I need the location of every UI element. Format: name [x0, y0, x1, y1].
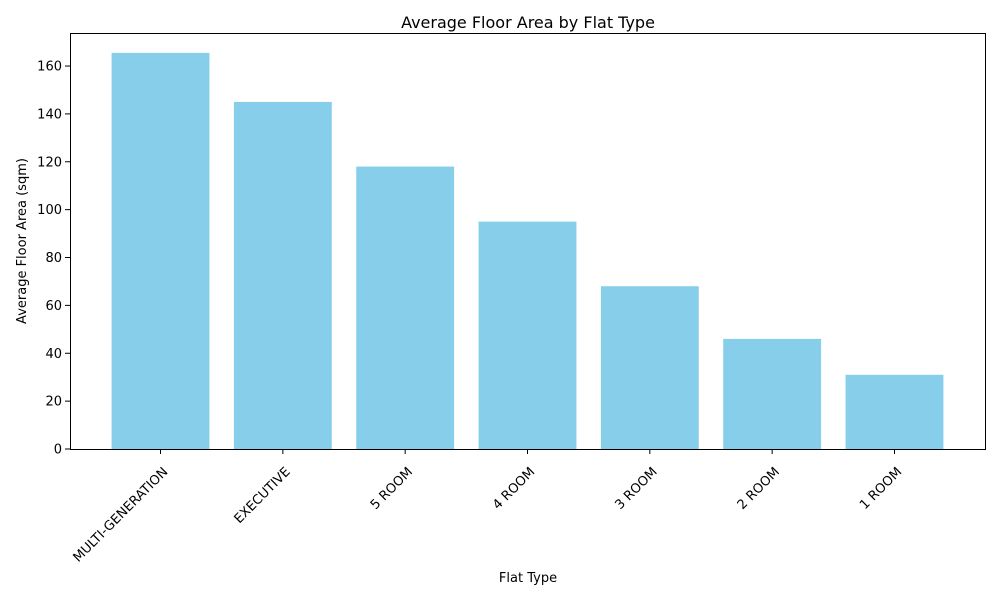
y-tick-label: 100 [37, 203, 62, 218]
y-tick-label: 0 [54, 443, 62, 458]
chart-title: Average Floor Area by Flat Type [401, 13, 655, 32]
bars-group [111, 52, 944, 449]
x-tick-label: EXECUTIVE [232, 465, 294, 527]
y-axis-label: Average Floor Area (sqm) [15, 158, 30, 324]
x-axis-ticks: MULTI-GENERATION EXECUTIVE 5 ROOM 4 ROOM 3 R… [71, 449, 905, 566]
bar-3-room [600, 286, 699, 449]
y-tick-label: 60 [45, 299, 62, 314]
plot-frame [70, 33, 986, 450]
bar-4-room [478, 221, 577, 449]
bar-1-room [845, 374, 944, 449]
x-tick-label: MULTI-GENERATION [71, 465, 172, 566]
y-tick-label: 140 [37, 107, 62, 122]
y-tick-label: 160 [37, 60, 62, 75]
bar-5-room [356, 166, 455, 449]
x-tick-label: 1 ROOM [857, 465, 905, 513]
x-tick-label: 2 ROOM [735, 465, 783, 513]
bar-2-room [723, 338, 822, 449]
x-tick-label: 5 ROOM [368, 465, 416, 513]
x-tick-label: 3 ROOM [612, 465, 660, 513]
x-tick-label: 4 ROOM [490, 465, 538, 513]
y-tick-label: 80 [45, 251, 62, 266]
bar-multi-generation [111, 52, 210, 449]
bar-executive [233, 101, 332, 449]
y-tick-label: 20 [45, 395, 62, 410]
y-tick-label: 120 [37, 155, 62, 170]
x-axis-label: Flat Type [499, 571, 557, 586]
y-tick-label: 40 [45, 347, 62, 362]
y-axis-ticks: 0 20 40 60 80 100 120 140 160 [37, 60, 70, 458]
